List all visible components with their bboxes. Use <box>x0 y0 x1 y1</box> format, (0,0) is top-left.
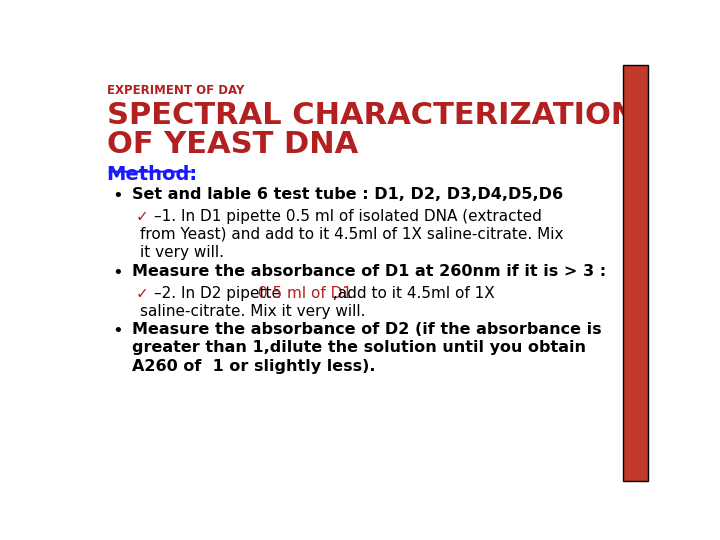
Text: ✓: ✓ <box>136 286 148 301</box>
Text: SPECTRAL CHARACTERIZATION: SPECTRAL CHARACTERIZATION <box>107 102 636 130</box>
Text: greater than 1,dilute the solution until you obtain: greater than 1,dilute the solution until… <box>132 341 586 355</box>
Text: saline-citrate. Mix it very will.: saline-citrate. Mix it very will. <box>140 304 366 319</box>
FancyBboxPatch shape <box>623 65 648 481</box>
Text: –2. In D2 pipette: –2. In D2 pipette <box>153 286 286 301</box>
Text: EXPERIMENT OF DAY: EXPERIMENT OF DAY <box>107 84 244 97</box>
Text: Set and lable 6 test tube : D1, D2, D3,D4,D5,D6: Set and lable 6 test tube : D1, D2, D3,D… <box>132 187 563 202</box>
Text: 0.5 ml of D1: 0.5 ml of D1 <box>258 286 352 301</box>
Text: •: • <box>112 322 123 340</box>
Text: A260 of  1 or slightly less).: A260 of 1 or slightly less). <box>132 359 375 374</box>
Text: Measure the absorbance of D1 at 260nm if it is > 3 :: Measure the absorbance of D1 at 260nm if… <box>132 264 606 279</box>
Text: from Yeast) and add to it 4.5ml of 1X saline-citrate. Mix: from Yeast) and add to it 4.5ml of 1X sa… <box>140 227 564 242</box>
Text: Measure the absorbance of D2 (if the absorbance is: Measure the absorbance of D2 (if the abs… <box>132 322 601 337</box>
Text: ✓: ✓ <box>136 208 148 224</box>
Text: OF YEAST DNA: OF YEAST DNA <box>107 131 358 159</box>
Text: it very will.: it very will. <box>140 245 224 260</box>
Text: –1. In D1 pipette 0.5 ml of isolated DNA (extracted: –1. In D1 pipette 0.5 ml of isolated DNA… <box>153 208 541 224</box>
Text: ,add to it 4.5ml of 1X: ,add to it 4.5ml of 1X <box>328 286 495 301</box>
Text: •: • <box>112 187 123 205</box>
Text: •: • <box>112 264 123 281</box>
Text: Method:: Method: <box>107 165 198 185</box>
